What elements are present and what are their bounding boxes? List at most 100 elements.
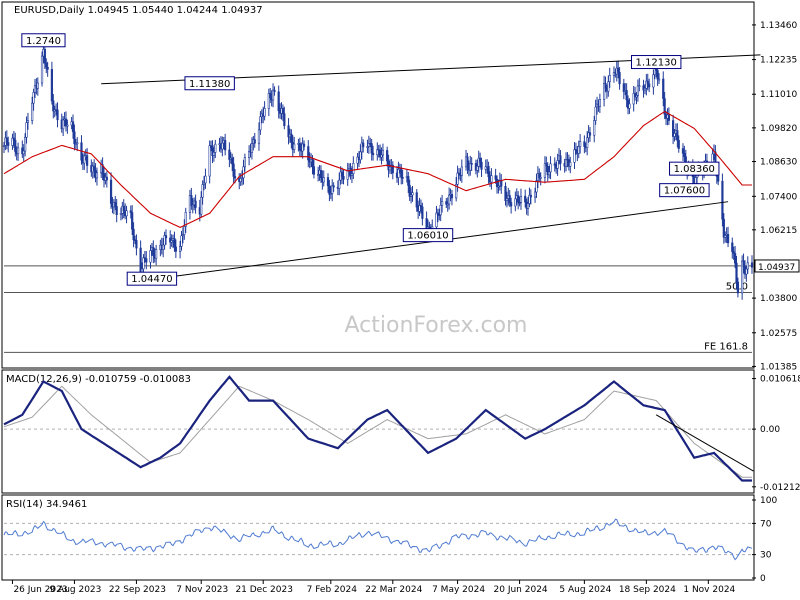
candle-body [240,177,244,180]
candle-body [250,143,254,154]
candle-body [338,179,341,189]
candle-body [573,149,576,163]
candle-body [380,154,383,158]
candle-body [401,177,404,179]
price-y-axis: 1.13460 1.12235 1.11010 1.09820 1.08630 1.074… [752,21,800,372]
candle-body [319,169,323,179]
candle-body [617,67,620,73]
candle-body [677,140,680,149]
candle-body [636,85,639,96]
candle-body [484,166,487,170]
candle-body [371,152,375,156]
candle-body [271,89,275,101]
price-y-label: 1.12235 [760,56,797,66]
price-y-label: 1.07400 [760,192,797,202]
candle-body [518,201,521,204]
macd-trendline [655,414,754,472]
candle-body [514,198,517,207]
candle-body [253,139,256,144]
candle-body [618,72,621,85]
candle-body [183,226,186,235]
candle-body [114,202,117,207]
candle-body [455,183,458,199]
candle-body [352,162,355,174]
candle-body [95,172,99,179]
annotation-label: 1.2740 [26,36,61,47]
candle-body [732,251,735,254]
candle-body [233,176,237,179]
moving-average-line [3,110,752,229]
x-tick-label: 7 Feb 2024 [307,585,358,595]
x-tick-label: 21 Dec 2023 [235,585,293,595]
candle-body [93,165,96,171]
candle-body [533,191,537,198]
candle-body [26,120,30,123]
candle-body [657,78,661,81]
candle-body [436,212,439,215]
candle-body [656,70,659,80]
candle-body [362,142,365,148]
candle-body [202,182,206,185]
candle-body [397,168,400,178]
candle-body [5,137,8,143]
candle-body [638,85,641,87]
candle-body [456,172,459,185]
candle-body [328,185,331,195]
candle-body [50,69,53,102]
candle-body [62,119,65,130]
candle-body [211,147,214,156]
candle-body [735,262,738,283]
candle-body [683,153,686,158]
candle-body [66,124,69,127]
candle-body [646,80,649,85]
candle-body [391,164,394,174]
annotation-box [21,33,66,48]
candle-body [307,146,310,161]
candle-body [386,150,389,162]
candle-body [440,201,444,206]
price-y-label: 1.08630 [760,158,797,168]
annotation-box [669,161,720,176]
candle-body [535,180,538,193]
candle-body [25,122,28,138]
candle-body [543,163,547,178]
x-tick-label: 1 Nov 2024 [683,585,735,595]
candle-body [43,48,46,64]
candle-body [370,143,373,154]
current-price-label: 1.04937 [758,263,795,273]
annotation-label: 1.08360 [674,164,715,175]
candle-body [466,156,469,167]
candle-body [721,180,724,220]
candle-body [346,169,349,180]
candle-body [736,281,740,294]
candle-body [46,66,49,70]
candle-body [184,212,187,227]
candle-body [24,136,27,152]
candle-body [101,164,104,174]
candle-body [170,240,173,243]
candle-body [143,257,146,260]
candle-body [22,150,25,155]
annotation-label: 1.06010 [407,231,448,242]
candle-body [293,143,296,150]
candle-body [469,163,472,171]
annotation-box [126,271,178,286]
candle-body [312,166,316,175]
x-tick-label: 22 Sep 2023 [109,585,166,595]
macd-y-label: -0.01212 [760,483,800,493]
candle-body [180,235,183,247]
candle-body [331,185,334,194]
current-price-tag: 1.04937 [754,259,800,273]
macd-line [3,375,752,482]
candle-body [73,131,76,145]
candle-body [526,203,530,209]
candle-body [608,75,611,83]
candle-body [149,250,152,263]
candle-body [209,145,213,148]
candle-body [421,206,424,219]
candle-body [204,175,207,184]
rsi-panel: RSI(14) 34.9461 100 70 30 0 [1,494,777,584]
candle-body [598,98,601,107]
candle-body [450,194,454,199]
candle-body [517,195,520,203]
